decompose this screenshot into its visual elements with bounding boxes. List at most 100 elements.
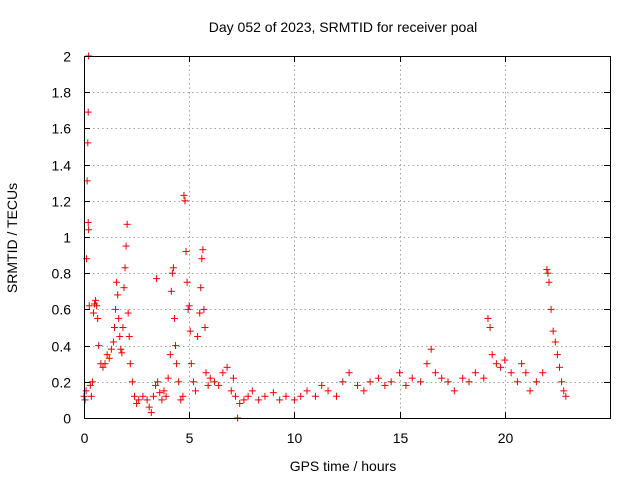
data-point: [408, 374, 416, 382]
data-point: [94, 314, 102, 322]
data-point: [167, 287, 175, 295]
data-point: [497, 363, 505, 371]
data-point: [168, 269, 176, 277]
data-point: [173, 360, 181, 368]
data-point: [387, 378, 395, 386]
data-point: [179, 392, 187, 400]
data-point: [522, 369, 530, 377]
chart-title: Day 052 of 2023, SRMTID for receiver poa…: [209, 19, 477, 35]
data-point: [438, 374, 446, 382]
data-point: [204, 381, 212, 389]
data-point: [480, 374, 488, 382]
y-tick-label: 0.6: [52, 302, 72, 318]
data-point: [172, 342, 180, 350]
y-tick-label: 1.2: [52, 194, 72, 210]
data-point: [450, 387, 458, 395]
data-point: [122, 242, 130, 250]
data-point: [81, 396, 89, 404]
grid-layer: [84, 56, 610, 418]
data-point: [181, 197, 189, 205]
data-point: [229, 374, 237, 382]
data-point: [154, 378, 162, 386]
data-point: [87, 392, 95, 400]
data-point: [147, 409, 155, 417]
y-tick-label: 0.2: [52, 375, 72, 391]
data-point: [113, 278, 121, 286]
data-point: [120, 284, 128, 292]
data-point: [194, 333, 202, 341]
data-point: [158, 396, 166, 404]
data-point: [492, 360, 500, 368]
data-point: [303, 387, 311, 395]
data-point: [88, 378, 96, 386]
data-point: [153, 275, 161, 283]
data-points: [80, 52, 570, 422]
y-tick-label: 0.4: [52, 339, 72, 355]
data-point: [177, 396, 185, 404]
data-point: [89, 309, 97, 317]
data-point: [526, 387, 534, 395]
data-point: [459, 374, 467, 382]
data-point: [126, 360, 134, 368]
y-tick-label: 1: [63, 230, 71, 246]
data-point: [199, 246, 207, 254]
data-point: [82, 387, 90, 395]
data-point: [116, 333, 124, 341]
data-point: [133, 400, 141, 408]
data-point: [423, 360, 431, 368]
data-point: [156, 389, 164, 397]
data-point: [206, 374, 214, 382]
data-point: [532, 378, 540, 386]
data-point: [201, 324, 209, 331]
data-point: [543, 266, 551, 274]
data-point: [117, 345, 125, 353]
data-point: [107, 345, 115, 353]
data-point: [135, 396, 143, 404]
data-point: [196, 309, 204, 317]
data-point: [465, 378, 473, 386]
data-point: [488, 351, 496, 359]
data-point: [109, 338, 117, 346]
data-point: [324, 387, 332, 395]
data-point: [339, 378, 347, 386]
data-point: [261, 392, 269, 400]
data-point: [180, 191, 188, 199]
data-point: [360, 387, 368, 395]
data-point: [547, 305, 555, 313]
data-point: [162, 392, 170, 400]
data-point: [164, 374, 172, 382]
y-tick-label: 1.8: [52, 85, 72, 101]
data-point: [231, 392, 239, 400]
data-point: [375, 374, 383, 382]
data-point: [123, 220, 131, 228]
y-tick-label: 0: [63, 411, 71, 427]
data-point: [236, 400, 244, 408]
data-point: [118, 349, 126, 357]
data-point: [143, 396, 151, 404]
data-point: [345, 369, 353, 377]
data-point: [544, 269, 552, 277]
data-point: [549, 327, 557, 335]
data-point: [484, 314, 492, 322]
data-point: [227, 387, 235, 395]
data-point: [200, 305, 208, 313]
data-point: [121, 264, 129, 272]
x-tick-label: 20: [498, 430, 514, 446]
data-point: [255, 396, 263, 404]
data-point: [114, 291, 122, 299]
y-tick-label: 1.4: [52, 158, 72, 174]
data-point: [86, 381, 94, 389]
data-point: [223, 363, 231, 371]
data-point: [170, 314, 178, 322]
data-point: [182, 247, 190, 255]
data-point: [396, 369, 404, 377]
data-point: [240, 396, 248, 404]
data-point: [186, 327, 194, 335]
data-point: [139, 392, 147, 400]
data-point: [248, 387, 256, 395]
data-point: [471, 369, 479, 377]
y-tick-label: 1.6: [52, 121, 72, 137]
data-point: [269, 389, 277, 397]
data-point: [539, 369, 547, 377]
